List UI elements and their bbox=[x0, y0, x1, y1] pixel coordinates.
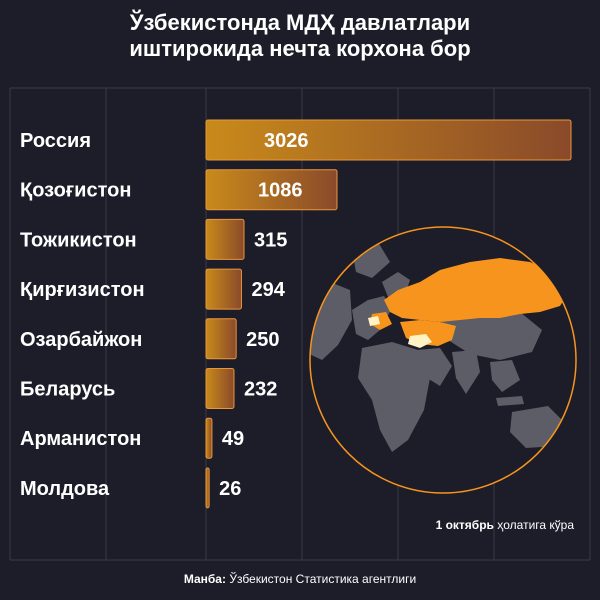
value-label: 49 bbox=[222, 428, 244, 450]
source-label: Манба: bbox=[183, 572, 226, 586]
category-label: Беларусь bbox=[20, 379, 115, 401]
chart-title-line-1: Ўзбекистонда МДҲ давлатлари bbox=[129, 10, 471, 35]
chart-title: Ўзбекистонда МДҲ давлатлари иштирокида н… bbox=[0, 10, 600, 62]
value-label: 232 bbox=[244, 379, 277, 401]
date-note: 1 октябрь ҳолатига кўра bbox=[436, 518, 574, 532]
bar bbox=[205, 119, 572, 161]
bar bbox=[205, 169, 338, 211]
category-label: Россия bbox=[20, 130, 91, 152]
bar bbox=[205, 417, 213, 459]
category-label: Қирғизистон bbox=[20, 279, 145, 301]
category-label: Арманистон bbox=[20, 428, 141, 450]
bar bbox=[205, 368, 235, 409]
category-label: Тожикистон bbox=[20, 229, 137, 251]
category-label: Озарбайжон bbox=[20, 329, 142, 351]
grid-lines bbox=[9, 87, 591, 561]
value-label: 3026 bbox=[264, 130, 309, 152]
note-date: 1 октябрь bbox=[435, 518, 494, 532]
value-label: 1086 bbox=[258, 180, 303, 202]
value-label: 315 bbox=[254, 229, 287, 251]
bar bbox=[205, 318, 237, 360]
value-label: 294 bbox=[251, 279, 285, 301]
value-label: 250 bbox=[246, 329, 279, 351]
category-label: Молдова bbox=[20, 478, 110, 500]
source-line: Манба: Ўзбекистон Статистика агентлиги bbox=[0, 572, 600, 586]
bar bbox=[205, 467, 210, 509]
category-label: Қозоғистон bbox=[20, 180, 131, 202]
bar bbox=[205, 218, 245, 260]
globe-map-icon bbox=[309, 226, 577, 494]
bars: Россия 3026 Қозоғистон 1086 Тожикистон 315 Қир… bbox=[20, 119, 572, 509]
source-text: Ўзбекистон Статистика агентлиги bbox=[229, 572, 417, 586]
value-label: 26 bbox=[219, 478, 241, 500]
note-suffix: ҳолатига кўра bbox=[497, 518, 574, 532]
bar bbox=[205, 268, 242, 310]
chart-title-line-2: иштирокида нечта корхона бор bbox=[129, 36, 471, 61]
